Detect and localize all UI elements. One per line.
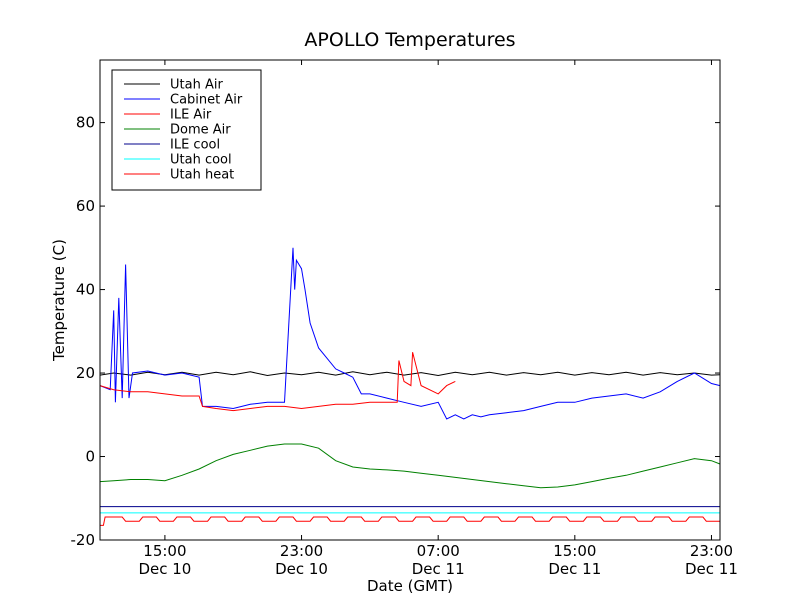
y-tick-label: 80 bbox=[76, 114, 95, 132]
series-line-utah-heat bbox=[100, 516, 720, 526]
series-line-utah-air bbox=[99, 371, 721, 377]
chart-title: APOLLO Temperatures bbox=[304, 29, 515, 51]
y-tick-label: -20 bbox=[71, 531, 96, 549]
y-tick-label: 40 bbox=[76, 281, 95, 299]
x-tick-label-time: 23:00 bbox=[690, 542, 733, 560]
x-tick-label-date: Dec 10 bbox=[138, 560, 191, 578]
x-tick-label-time: 15:00 bbox=[143, 542, 186, 560]
legend-box bbox=[111, 69, 262, 191]
y-axis-label: Temperature (C) bbox=[50, 239, 68, 362]
x-tick-label-time: 15:00 bbox=[553, 542, 596, 560]
legend-label-cabinet-air: Cabinet Air bbox=[170, 93, 243, 108]
plot-frame bbox=[99, 59, 721, 541]
series-line-cabinet-air bbox=[99, 247, 721, 420]
x-tick-label-time: 23:00 bbox=[280, 542, 323, 560]
y-tick-label: 20 bbox=[76, 364, 95, 382]
legend-label-ile-air: ILE Air bbox=[170, 108, 212, 123]
y-tick-label: 60 bbox=[76, 197, 95, 215]
legend-label-dome-air: Dome Air bbox=[170, 123, 231, 138]
x-tick-label-time: 07:00 bbox=[417, 542, 460, 560]
y-tick-label: 0 bbox=[85, 448, 95, 466]
legend-label-utah-cool: Utah cool bbox=[170, 153, 232, 168]
series-line-dome-air bbox=[99, 443, 721, 489]
legend-label-utah-heat: Utah heat bbox=[170, 168, 234, 183]
legend-label-utah-air: Utah Air bbox=[170, 78, 223, 93]
legend-label-ile-cool: ILE cool bbox=[170, 138, 220, 153]
x-axis-label: Date (GMT) bbox=[367, 577, 453, 595]
x-tick-label-date: Dec 10 bbox=[275, 560, 328, 578]
x-tick-label-date: Dec 11 bbox=[685, 560, 738, 578]
x-tick-label-date: Dec 11 bbox=[548, 560, 601, 578]
series-line-ile-air bbox=[99, 352, 456, 412]
x-tick-label-date: Dec 11 bbox=[412, 560, 465, 578]
plot-area bbox=[99, 247, 721, 526]
